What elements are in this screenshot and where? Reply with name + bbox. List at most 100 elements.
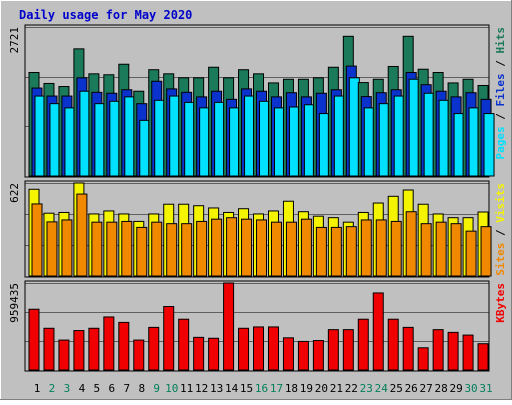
bar-visitors-sites-day-4 (76, 193, 88, 277)
bar-volume-kbytes-day-15 (238, 327, 250, 371)
bar-visitors-sites-day-28 (435, 221, 447, 277)
x-tick-label-day-28: 28 (435, 382, 448, 395)
x-tick-label-day-19: 19 (300, 382, 313, 395)
bar-visitors-sites-day-30 (465, 230, 477, 277)
legend-separator: / (494, 223, 507, 243)
bar-volume-kbytes-day-10 (163, 306, 175, 371)
bar-volume-kbytes-day-26 (402, 326, 414, 371)
x-tick-label-day-6: 6 (109, 382, 116, 395)
panel-visitors-legend: Sites / Visits (494, 183, 507, 276)
x-tick-label-day-15: 15 (240, 382, 253, 395)
bar-volume-kbytes-day-7 (118, 321, 130, 371)
bar-visitors-sites-day-25 (390, 220, 402, 277)
legend-pages: Pages (494, 126, 507, 159)
bar-volume-kbytes-day-21 (327, 329, 339, 371)
bar-visitors-sites-day-2 (46, 221, 58, 277)
x-tick-label-day-3: 3 (64, 382, 71, 395)
panel-visitors-max-label: 622 (8, 183, 21, 203)
chart-panels: 2721 Pages / Files / Hits 622 Sites / Visit… (8, 24, 507, 372)
legend-separator: / (494, 54, 507, 74)
bar-visitors-sites-day-8 (136, 226, 148, 277)
bar-volume-kbytes-day-25 (387, 318, 399, 371)
bar-visitors-sites-day-6 (106, 221, 118, 277)
x-tick-label-day-10: 10 (165, 382, 178, 395)
legend-visits: Visits (494, 183, 507, 223)
x-tick-label-day-26: 26 (405, 382, 418, 395)
legend-hits: Hits (494, 27, 507, 54)
bar-visitors-sites-day-21 (330, 226, 342, 277)
x-tick-label-day-2: 2 (49, 382, 56, 395)
x-tick-label-day-24: 24 (375, 382, 389, 395)
bar-visitors-sites-day-5 (91, 221, 103, 277)
panel-volume-max-label: 959435 (8, 283, 21, 323)
x-tick-label-day-4: 4 (79, 382, 86, 395)
bar-volume-kbytes-day-9 (148, 326, 160, 371)
x-tick-label-day-7: 7 (123, 382, 130, 395)
bar-volume-kbytes-day-6 (103, 316, 115, 371)
bar-volume-kbytes-day-31 (477, 343, 489, 371)
bar-volume-kbytes-day-30 (462, 334, 474, 371)
bar-visitors-sites-day-11 (181, 223, 193, 277)
bar-visitors-sites-day-14 (226, 217, 238, 277)
x-tick-label-day-22: 22 (345, 382, 358, 395)
bar-volume-kbytes-day-16 (253, 326, 265, 371)
bar-visitors-sites-day-18 (285, 221, 297, 277)
bar-volume-kbytes-day-28 (432, 329, 444, 371)
bar-visitors-sites-day-16 (256, 219, 268, 277)
bar-volume-kbytes-day-2 (43, 327, 55, 371)
bar-volume-kbytes-day-19 (297, 340, 309, 371)
chart-title: Daily usage for May 2020 (19, 8, 192, 22)
bar-volume-kbytes-day-4 (73, 330, 85, 371)
x-tick-label-day-31: 31 (479, 382, 492, 395)
x-tick-label-day-21: 21 (330, 382, 343, 395)
bar-volume-kbytes-day-24 (372, 292, 384, 371)
x-tick-label-day-23: 23 (360, 382, 373, 395)
x-tick-label-day-17: 17 (270, 382, 283, 395)
panel-visitors: 622 Sites / Visits (8, 180, 507, 278)
x-tick-label-day-30: 30 (464, 382, 477, 395)
bar-visitors-sites-day-24 (375, 219, 387, 277)
bar-visitors-sites-day-17 (270, 221, 282, 277)
bar-volume-kbytes-day-5 (88, 327, 100, 371)
bar-volume-kbytes-day-11 (178, 318, 190, 371)
bar-requests-pages-day-31 (483, 113, 495, 177)
x-tick-label-day-18: 18 (285, 382, 298, 395)
x-tick-label-day-9: 9 (153, 382, 160, 395)
x-tick-label-day-13: 13 (210, 382, 223, 395)
bar-visitors-sites-day-15 (241, 218, 253, 277)
x-tick-label-day-1: 1 (34, 382, 41, 395)
x-tick-label-day-29: 29 (449, 382, 462, 395)
x-tick-label-day-8: 8 (138, 382, 145, 395)
panel-volume: 959435 KBytes (8, 280, 507, 372)
bar-visitors-sites-day-29 (450, 223, 462, 277)
bar-volume-kbytes-day-17 (267, 326, 279, 371)
panel-requests: 2721 Pages / Files / Hits (8, 24, 507, 178)
bar-visitors-sites-day-10 (166, 223, 178, 277)
bar-visitors-sites-day-19 (300, 218, 312, 277)
legend-separator: / (494, 107, 507, 127)
bar-volume-kbytes-day-27 (417, 347, 429, 371)
panel-requests-max-label: 2721 (8, 27, 21, 54)
x-tick-label-day-27: 27 (420, 382, 433, 395)
panel-volume-legend: KBytes (494, 283, 507, 323)
legend-sites: Sites (494, 243, 507, 276)
bar-visitors-sites-day-12 (196, 220, 208, 277)
x-tick-label-day-5: 5 (94, 382, 101, 395)
bar-volume-kbytes-day-20 (312, 340, 324, 371)
x-tick-label-day-14: 14 (225, 382, 239, 395)
legend-files: Files (494, 73, 507, 106)
bar-volume-kbytes-day-14 (223, 282, 235, 371)
bar-visitors-sites-day-9 (151, 221, 163, 277)
bar-volume-kbytes-day-18 (282, 337, 294, 371)
bar-visitors-sites-day-20 (315, 226, 327, 277)
bar-visitors-sites-day-23 (360, 219, 372, 277)
x-tick-label-day-20: 20 (315, 382, 328, 395)
bar-visitors-sites-day-27 (420, 223, 432, 277)
x-tick-label-day-11: 11 (180, 382, 193, 395)
bar-volume-kbytes-day-22 (342, 329, 354, 371)
bar-volume-kbytes-day-8 (133, 339, 145, 371)
x-tick-label-day-16: 16 (255, 382, 268, 395)
bar-volume-kbytes-day-29 (447, 331, 459, 371)
bar-visitors-sites-day-22 (345, 226, 357, 277)
bar-volume-kbytes-day-12 (193, 336, 205, 371)
